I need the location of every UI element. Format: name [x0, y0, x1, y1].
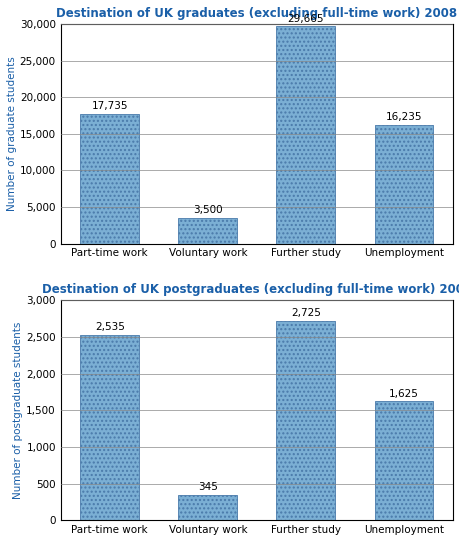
Bar: [374, 125, 432, 244]
Text: 16,235: 16,235: [385, 112, 421, 122]
Y-axis label: Number of graduate students: Number of graduate students: [7, 56, 17, 211]
Bar: [178, 495, 237, 520]
Bar: [178, 218, 237, 244]
Bar: [80, 114, 139, 244]
Bar: [276, 27, 335, 244]
Text: 1,625: 1,625: [388, 389, 418, 398]
Text: 3,500: 3,500: [193, 205, 222, 215]
Text: 2,535: 2,535: [95, 322, 124, 332]
Bar: [276, 320, 335, 520]
Y-axis label: Number of postgraduate students: Number of postgraduate students: [13, 321, 23, 499]
Bar: [80, 334, 139, 520]
Text: 17,735: 17,735: [91, 101, 128, 111]
Title: Destination of UK graduates (excluding full-time work) 2008: Destination of UK graduates (excluding f…: [56, 7, 456, 20]
Text: 29,665: 29,665: [287, 14, 324, 24]
Text: 345: 345: [197, 482, 217, 492]
Title: Destination of UK postgraduates (excluding full-time work) 2008: Destination of UK postgraduates (excludi…: [42, 283, 459, 296]
Text: 2,725: 2,725: [291, 308, 320, 318]
Bar: [374, 401, 432, 520]
